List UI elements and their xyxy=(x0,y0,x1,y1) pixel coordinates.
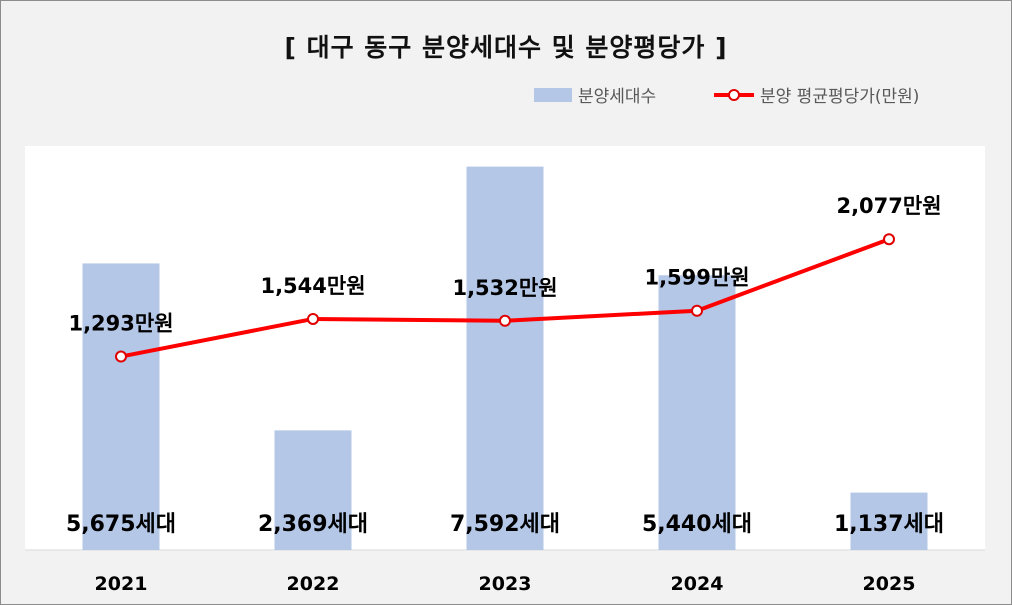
bar-value-label-2024: 5,440세대 xyxy=(642,512,752,537)
line-value-label-2021: 1,293만원 xyxy=(68,312,173,336)
line-value-label-2023: 1,532만원 xyxy=(452,276,557,300)
bar-value-label-2023: 7,592세대 xyxy=(450,512,560,537)
legend-item-line-series: 분양 평균평당가(만원) xyxy=(714,82,919,107)
bar-2025 xyxy=(850,492,928,550)
x-tick-label-2024: 2024 xyxy=(671,573,724,595)
bar-2022 xyxy=(274,430,352,550)
x-tick-label-2023: 2023 xyxy=(479,573,532,595)
line-point-2025 xyxy=(883,233,895,246)
bar-2021 xyxy=(82,263,160,550)
line-point-2024 xyxy=(691,304,703,317)
bar-value-label-2021: 5,675세대 xyxy=(66,512,176,537)
x-tick-label-2021: 2021 xyxy=(95,573,148,595)
legend-bar-label: 분양세대수 xyxy=(578,87,657,107)
x-tick-label-2022: 2022 xyxy=(287,573,340,595)
line-value-label-2025: 2,077만원 xyxy=(836,194,941,218)
bar-value-label-2025: 1,137세대 xyxy=(834,512,944,537)
bar-2023 xyxy=(466,166,544,550)
legend-bar-swatch xyxy=(534,87,572,102)
bar-value-label-2022: 2,369세대 xyxy=(258,512,368,537)
line-point-2023 xyxy=(499,314,511,327)
line-point-2022 xyxy=(307,312,319,325)
legend-item-bar-series: 분양세대수 xyxy=(534,82,656,107)
line-value-label-2024: 1,599만원 xyxy=(644,266,749,290)
chart-title: [ 대구 동구 분양세대수 및 분양평당가 ] xyxy=(284,33,728,62)
line-point-2021 xyxy=(115,350,127,363)
legend-line-swatch xyxy=(714,88,754,102)
bar-2024 xyxy=(658,275,736,550)
legend-line-label: 분양 평균평당가(만원) xyxy=(760,87,920,107)
line-value-label-2022: 1,544만원 xyxy=(260,274,365,298)
x-tick-label-2025: 2025 xyxy=(863,573,916,595)
